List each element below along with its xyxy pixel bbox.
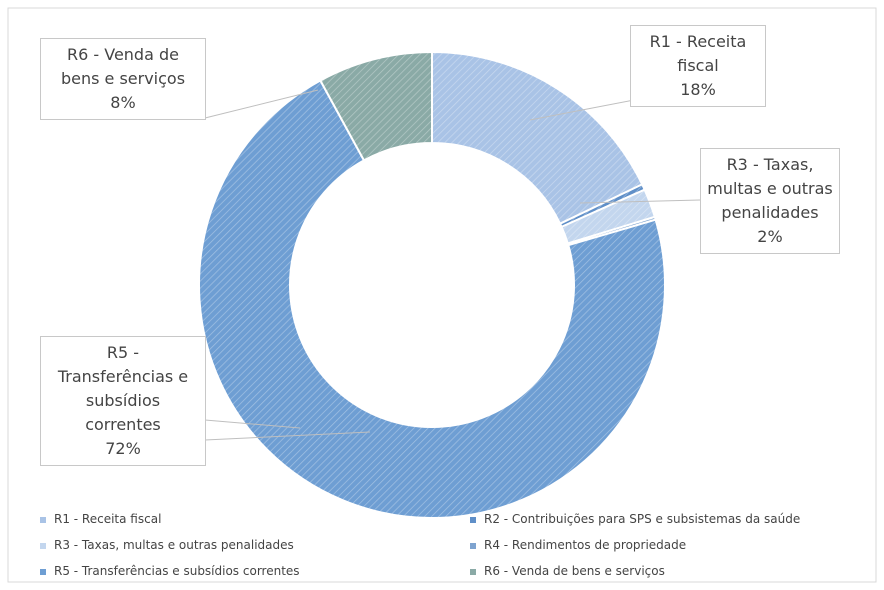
label-category: R6 - Venda de bens e serviços (60, 45, 186, 88)
data-label: R5 - Transferências e subsídios corrente… (40, 336, 206, 466)
slice-hatch (561, 189, 655, 244)
data-label: R3 - Taxas, multas e outras penalidades 2… (700, 148, 840, 254)
legend-label: R5 - Transferências e subsídios corrente… (54, 564, 300, 578)
legend-entry: R2 - Contribuições para SPS e subsistema… (470, 512, 800, 526)
legend-marker (40, 516, 46, 523)
legend-label: R1 - Receita fiscal (54, 512, 162, 526)
label-category: R3 - Taxas, multas e outras penalidades (707, 155, 833, 222)
chart-border (7, 7, 877, 583)
legend-label: R2 - Contribuições para SPS e subsistema… (484, 512, 801, 526)
label-category: R5 - Transferências e subsídios corrente… (57, 343, 189, 434)
label-value: 18% (680, 80, 716, 99)
leader-line (204, 89, 319, 119)
legend-entry: R6 - Venda de bens e serviços (470, 564, 665, 578)
leader-line (204, 419, 301, 429)
label-value: 8% (110, 93, 136, 112)
donut (198, 50, 666, 519)
legend-marker (470, 542, 476, 549)
leader-line (579, 199, 701, 204)
leader-line (204, 431, 371, 441)
label-category: R1 - Receita fiscal (649, 32, 747, 75)
legend-entry: R3 - Taxas, multas e outras penalidades (40, 538, 294, 552)
legend-entry: R4 - Rendimentos de propriedade (470, 538, 686, 552)
data-label: R6 - Venda de bens e serviços 8% (40, 38, 206, 120)
slice-hatch (199, 80, 665, 518)
legend-label: R4 - Rendimentos de propriedade (484, 538, 687, 552)
label-value: 2% (757, 227, 783, 246)
legend-label: R3 - Taxas, multas e outras penalidades (54, 538, 294, 552)
legend-label: R6 - Venda de bens e serviços (484, 564, 665, 578)
legend-marker (40, 542, 46, 549)
legend-marker (470, 568, 476, 575)
legend-marker (470, 516, 476, 523)
slice-hatch (432, 52, 643, 224)
legend-marker (40, 568, 46, 575)
label-value: 72% (105, 439, 141, 458)
data-label: R1 - Receita fiscal 18% (630, 25, 766, 107)
legend-entry: R1 - Receita fiscal (40, 512, 161, 526)
slice-hatch (560, 184, 645, 227)
slice-hatch (320, 52, 432, 161)
legend-entry: R5 - Transferências e subsídios corrente… (40, 564, 300, 578)
